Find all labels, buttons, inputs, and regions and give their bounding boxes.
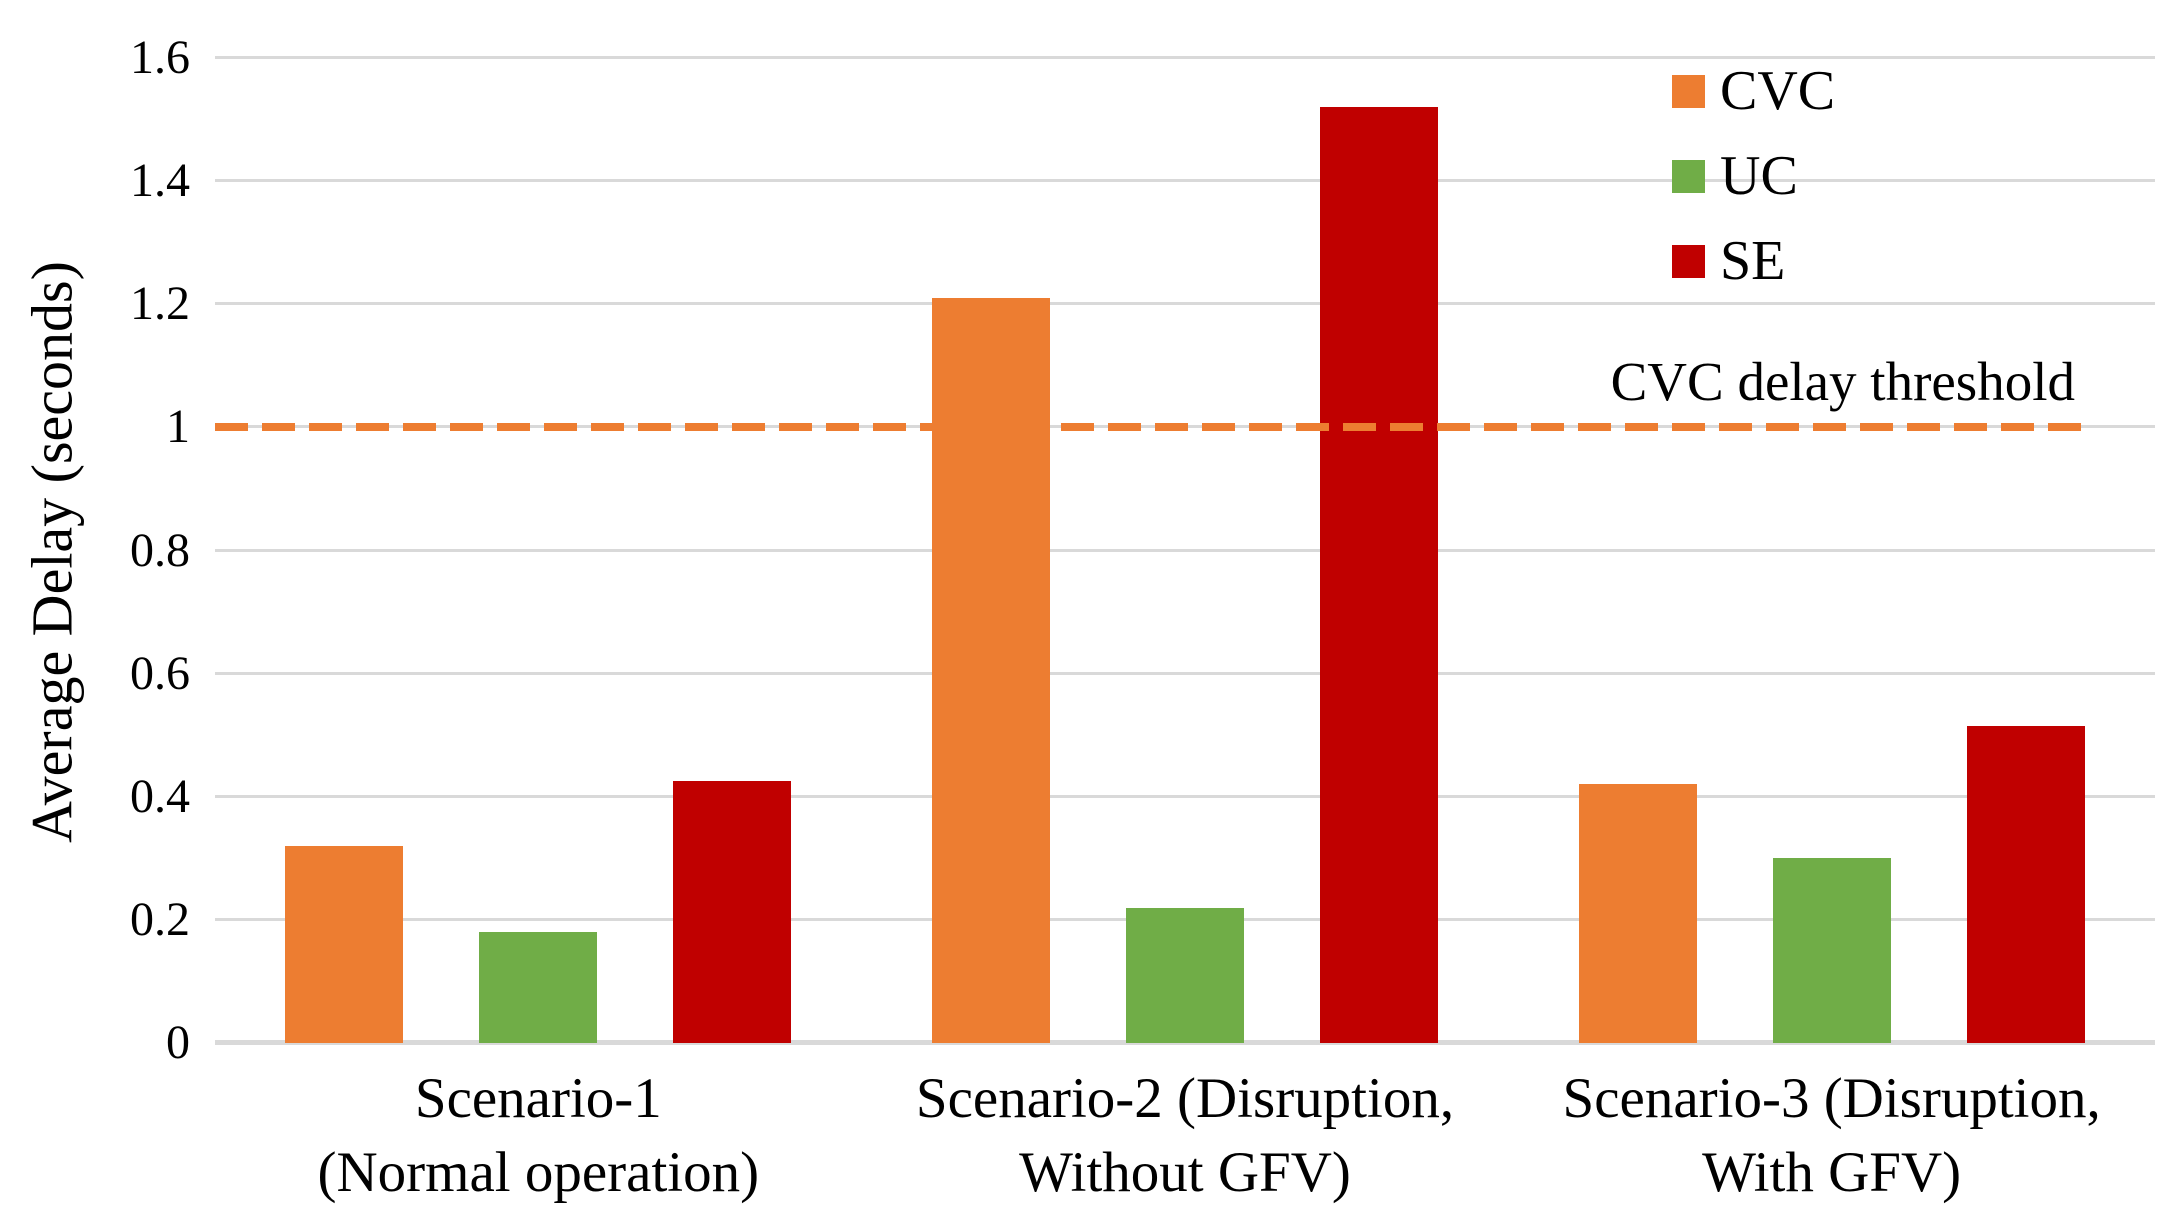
legend-swatch-se-icon bbox=[1672, 244, 1705, 278]
y-tick-label-0.4: 0.4 bbox=[130, 769, 190, 823]
x-axis-label-scenario-1-line-2: (Normal operation) bbox=[317, 1141, 760, 1204]
y-tick-label-1.2: 1.2 bbox=[130, 277, 190, 331]
bar-se-scenario-3 bbox=[1966, 725, 2085, 1043]
y-tick-label-0.6: 0.6 bbox=[130, 646, 190, 700]
y-tick-label-1.4: 1.4 bbox=[130, 154, 190, 208]
cvc-delay-threshold-label: CVC delay threshold bbox=[1610, 351, 2075, 413]
legend-label-se: SE bbox=[1720, 230, 1786, 292]
bar-se-scenario-1 bbox=[673, 781, 792, 1043]
bar-cvc-scenario-1 bbox=[285, 846, 404, 1043]
x-axis-label-scenario-1: Scenario-1 (Normal operation) bbox=[158, 1062, 918, 1210]
x-axis-label-scenario-2-line-1: Scenario-2 (Disruption, bbox=[915, 1067, 1455, 1130]
y-tick-label-0: 0 bbox=[166, 1016, 190, 1069]
legend-label-cvc: CVC bbox=[1720, 60, 1836, 122]
bar-uc-scenario-3 bbox=[1772, 858, 1891, 1043]
legend-swatch-cvc-icon bbox=[1672, 74, 1705, 108]
x-axis-label-scenario-3: Scenario-3 (Disruption, With GFV) bbox=[1452, 1062, 2169, 1210]
cvc-delay-threshold-line bbox=[215, 423, 2086, 432]
y-tick-label-1.6: 1.6 bbox=[130, 31, 190, 84]
x-axis-label-scenario-3-line-1: Scenario-3 (Disruption, bbox=[1562, 1067, 2101, 1130]
x-axis-label-scenario-3-line-2: With GFV) bbox=[1702, 1141, 1962, 1204]
legend-swatch-uc-icon bbox=[1672, 159, 1705, 193]
gridline-1.2 bbox=[215, 302, 2155, 306]
gridline-0.4 bbox=[215, 794, 2155, 798]
y-tick-label-0.8: 0.8 bbox=[130, 523, 190, 577]
bar-uc-scenario-1 bbox=[479, 932, 598, 1043]
bar-se-scenario-2 bbox=[1320, 107, 1438, 1043]
y-tick-label-0.2: 0.2 bbox=[130, 892, 190, 946]
bar-uc-scenario-2 bbox=[1126, 907, 1244, 1043]
bar-cvc-scenario-3 bbox=[1578, 784, 1697, 1043]
legend: CVC UC SE bbox=[1672, 62, 1835, 317]
legend-item-cvc: CVC bbox=[1672, 62, 1835, 120]
legend-item-se: SE bbox=[1672, 232, 1835, 290]
gridline-1.4 bbox=[215, 179, 2155, 183]
gridline-1.6 bbox=[215, 56, 2155, 59]
y-tick-label-1: 1 bbox=[166, 400, 190, 454]
legend-label-uc: UC bbox=[1720, 145, 1798, 207]
legend-item-uc: UC bbox=[1672, 147, 1835, 205]
x-axis-label-scenario-1-line-1: Scenario-1 bbox=[414, 1067, 662, 1130]
gridline-0.8 bbox=[215, 548, 2155, 552]
gridline-0.6 bbox=[215, 671, 2155, 675]
x-axis-label-scenario-2: Scenario-2 (Disruption, Without GFV) bbox=[805, 1062, 1565, 1210]
x-axis-label-scenario-2-line-2: Without GFV) bbox=[1019, 1141, 1351, 1204]
bar-cvc-scenario-2 bbox=[932, 298, 1050, 1043]
